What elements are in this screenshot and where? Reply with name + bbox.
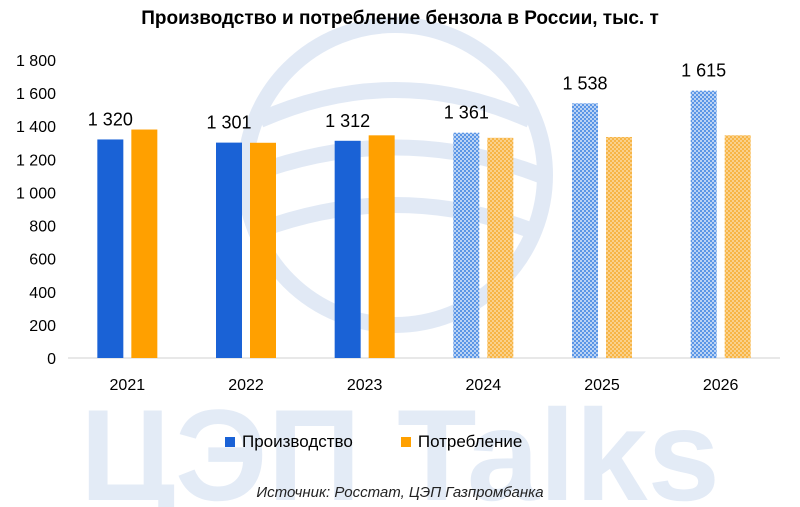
y-tick-label: 1 200 <box>16 152 56 169</box>
data-label-production: 1 312 <box>325 111 370 131</box>
x-tick-label: 2021 <box>110 377 146 394</box>
x-tick-label: 2025 <box>584 377 620 394</box>
bar-production <box>690 90 717 358</box>
bar-production <box>216 142 242 358</box>
bar-consumption <box>606 136 632 358</box>
data-label-production: 1 538 <box>562 73 607 93</box>
y-tick-label: 1 000 <box>16 185 56 202</box>
legend-label-production: Производство <box>242 432 353 451</box>
x-tick-label: 2026 <box>703 377 739 394</box>
bar-consumption <box>368 135 395 358</box>
source-note: Источник: Росстат, ЦЭП Газпромбанка <box>256 484 544 501</box>
data-label-production: 1 320 <box>88 109 133 129</box>
y-tick-label: 1 800 <box>16 53 56 70</box>
legend-swatch-consumption <box>400 437 411 447</box>
y-tick-label: 600 <box>29 252 56 269</box>
bar-production <box>572 103 598 359</box>
y-tick-label: 400 <box>29 285 56 302</box>
bar-chart: 0 200 400 600 800 1 000 1 200 1 400 1 600 1 800 20… <box>16 53 780 394</box>
legend-label-consumption: Потребление <box>417 432 523 451</box>
legend: Производство Потребление <box>225 432 522 452</box>
legend-item-consumption: Потребление <box>400 432 523 452</box>
legend-item-production: Производство <box>225 432 353 452</box>
x-tick-label: 2024 <box>466 377 502 394</box>
x-tick-label: 2022 <box>228 377 264 394</box>
bar-production <box>97 139 124 358</box>
bar-consumption <box>250 142 276 358</box>
legend-swatch-production <box>225 437 235 447</box>
data-label-production: 1 301 <box>206 113 251 133</box>
y-tick-label: 800 <box>29 219 56 236</box>
y-tick-label: 200 <box>29 318 56 335</box>
y-tick-label: 1 600 <box>16 86 56 103</box>
data-label-production: 1 615 <box>681 61 726 81</box>
bar-production <box>453 132 480 358</box>
chart-title: Производство и потребление бензола в Рос… <box>141 8 659 29</box>
bar-production <box>334 140 361 358</box>
bar-consumption <box>131 129 158 358</box>
bar-consumption <box>724 135 751 358</box>
data-label-production: 1 361 <box>444 103 489 123</box>
y-tick-label: 1 400 <box>16 119 56 136</box>
y-tick-label: 0 <box>47 351 56 368</box>
x-tick-label: 2023 <box>347 377 383 394</box>
bar-consumption <box>487 137 514 358</box>
